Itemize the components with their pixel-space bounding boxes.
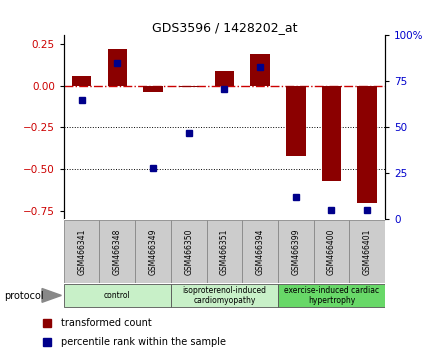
FancyBboxPatch shape — [171, 284, 278, 308]
FancyBboxPatch shape — [314, 220, 349, 282]
Text: GSM466351: GSM466351 — [220, 228, 229, 275]
Text: GSM466401: GSM466401 — [363, 228, 372, 275]
Text: control: control — [104, 291, 131, 300]
Title: GDS3596 / 1428202_at: GDS3596 / 1428202_at — [152, 21, 297, 34]
FancyBboxPatch shape — [206, 220, 242, 282]
Text: GSM466341: GSM466341 — [77, 228, 86, 275]
Text: percentile rank within the sample: percentile rank within the sample — [61, 337, 226, 347]
Bar — [107, 49, 127, 86]
Bar — [72, 75, 92, 86]
Text: exercise-induced cardiac
hypertrophy: exercise-induced cardiac hypertrophy — [284, 286, 379, 305]
Bar — [179, 86, 198, 87]
Bar — [143, 86, 163, 92]
FancyBboxPatch shape — [64, 220, 99, 282]
Text: GSM466348: GSM466348 — [113, 228, 122, 275]
Polygon shape — [42, 289, 62, 302]
FancyBboxPatch shape — [99, 220, 135, 282]
FancyBboxPatch shape — [349, 220, 385, 282]
Text: transformed count: transformed count — [61, 318, 152, 329]
Text: isoproterenol-induced
cardiomyopathy: isoproterenol-induced cardiomyopathy — [183, 286, 266, 305]
Bar — [357, 86, 377, 203]
FancyBboxPatch shape — [242, 220, 278, 282]
Text: GSM466399: GSM466399 — [291, 228, 300, 275]
Text: GSM466400: GSM466400 — [327, 228, 336, 275]
FancyBboxPatch shape — [171, 220, 206, 282]
Text: GSM466350: GSM466350 — [184, 228, 193, 275]
Text: GSM466394: GSM466394 — [256, 228, 264, 275]
FancyBboxPatch shape — [64, 284, 171, 308]
Text: GSM466349: GSM466349 — [149, 228, 158, 275]
Bar — [322, 86, 341, 181]
FancyBboxPatch shape — [278, 220, 314, 282]
Bar — [215, 70, 234, 86]
FancyBboxPatch shape — [135, 220, 171, 282]
Text: protocol: protocol — [4, 291, 44, 301]
FancyBboxPatch shape — [278, 284, 385, 308]
Bar — [250, 54, 270, 86]
Bar — [286, 86, 306, 156]
